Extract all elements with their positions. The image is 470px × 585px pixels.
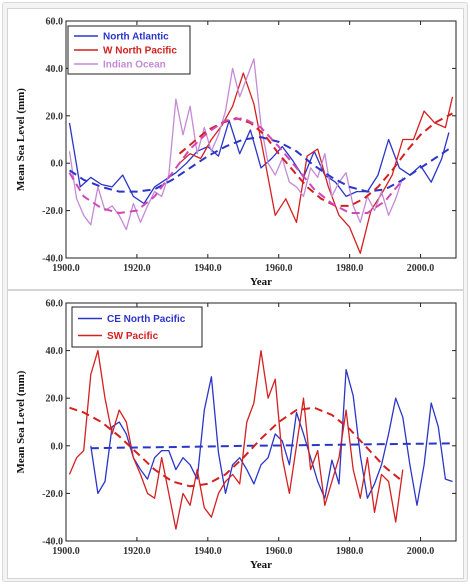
chart-bottom-svg: -40.0 -20.0 0.0 20.0 40.0 60.0 1900.0 1920.0 194… <box>15 299 457 571</box>
legend-label: Indian Ocean <box>103 60 166 71</box>
trend-line-d048b8 <box>68 117 404 214</box>
y-axis-title: Mean Sea Level (mm) <box>15 370 27 473</box>
y-tick-label: -40.0 <box>42 254 63 265</box>
trend-line-d42020 <box>69 406 404 488</box>
series-line-w-north-pacific <box>179 72 454 254</box>
y-tick-label: 60.0 <box>46 17 64 28</box>
x-tick-label: 1920.0 <box>123 263 151 274</box>
y-tick-label: -40.0 <box>42 537 63 548</box>
legend-label: SW Pacific <box>107 331 159 342</box>
plot-area-frame <box>65 20 457 259</box>
legend: North Atlantic W North Pacific Indian Ocea… <box>67 25 191 75</box>
x-tick-label: 1960.0 <box>265 546 293 557</box>
y-tick-label: 40.0 <box>46 64 64 75</box>
x-tick-label: 1900.0 <box>52 546 80 557</box>
x-tick-label: 1900.0 <box>52 263 80 274</box>
x-tick-label: 1980.0 <box>336 263 364 274</box>
x-tick-label: 2000.0 <box>407 263 435 274</box>
y-tick-label: -20.0 <box>42 206 63 217</box>
series-line-indian-ocean <box>68 58 404 231</box>
x-tick-label: 1960.0 <box>265 263 293 274</box>
y-tick-label: 40.0 <box>46 346 64 357</box>
x-tick-label: 2000.0 <box>407 546 435 557</box>
y-tick-label: 0.0 <box>51 441 64 452</box>
legend: CE North Pacific SW Pacific <box>71 306 203 348</box>
series-line-ce-north-pacific <box>90 368 453 506</box>
y-tick-label: 60.0 <box>46 299 64 310</box>
series-line-north-atlantic <box>68 119 450 205</box>
legend-box <box>71 306 203 348</box>
x-axis-title: Year <box>250 559 272 571</box>
x-tick-label: 1980.0 <box>336 546 364 557</box>
x-tick-label: 1920.0 <box>123 546 151 557</box>
y-tick-label: -20.0 <box>42 489 63 500</box>
chart-top-svg: -40.0 -20.0 0.0 20.0 40.0 60.0 1900.0 1920.0 194… <box>15 17 457 288</box>
x-tick-label: 1940.0 <box>194 546 222 557</box>
legend-label: CE North Pacific <box>107 314 186 325</box>
y-axis-title: Mean Sea Level (mm) <box>15 88 27 191</box>
trend-line-2b35c8 <box>90 442 453 450</box>
y-tick-label: 20.0 <box>46 111 64 122</box>
legend-box <box>67 25 191 75</box>
legend-label: North Atlantic <box>103 32 169 43</box>
x-tick-label: 1940.0 <box>194 263 222 274</box>
plot-area-frame <box>65 302 457 542</box>
y-tick-label: 20.0 <box>46 394 64 405</box>
y-tick-label: 0.0 <box>51 159 64 170</box>
chart-panel-bottom: -40.0 -20.0 0.0 20.0 40.0 60.0 1900.0 1920.0 194… <box>7 290 464 579</box>
series-line-sw-pacific <box>68 349 404 530</box>
chart-panel-top: -40.0 -20.0 0.0 20.0 40.0 60.0 1900.0 1920.0 194… <box>7 8 464 290</box>
legend-label: W North Pacific <box>103 46 177 57</box>
x-axis-title: Year <box>250 276 272 288</box>
trend-line-2b35c8 <box>68 136 450 193</box>
